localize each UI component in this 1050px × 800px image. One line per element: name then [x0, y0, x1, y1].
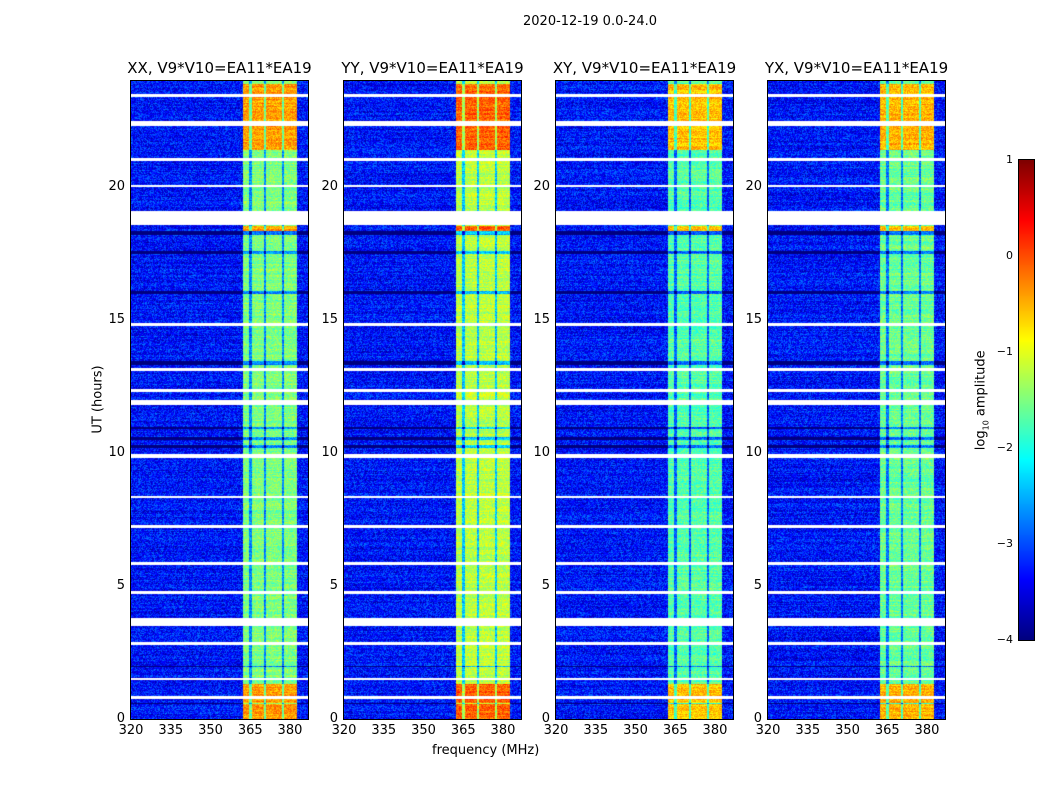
x-tick-label: 335 [158, 723, 184, 738]
x-tick-label: 350 [411, 723, 436, 738]
colorbar-tick-label: −3 [996, 537, 1013, 550]
x-axis-label: frequency (MHz) [432, 743, 540, 758]
colorbar-tick-label: −4 [996, 633, 1013, 646]
heatmap-cells [556, 81, 733, 719]
y-tick-label: 0 [753, 711, 762, 726]
colorbar-tick-label: 0 [1006, 249, 1013, 262]
y-tick-label: 0 [329, 711, 338, 726]
y-tick-label: 10 [108, 445, 125, 461]
x-tick-label: 365 [874, 723, 900, 738]
y-tick-label: 0 [541, 711, 550, 726]
x-tick-label: 320 [543, 723, 569, 738]
y-tick-label: 5 [116, 578, 125, 594]
colorbar-gradient [1019, 160, 1034, 640]
y-tick-label: 20 [533, 179, 550, 195]
panel-title: YX, V9*V10=EA11*EA19 [764, 59, 949, 77]
x-tick-label: 335 [583, 723, 609, 738]
y-tick-label: 0 [116, 711, 125, 726]
x-tick-label: 350 [835, 723, 860, 738]
panel-title: XY, V9*V10=EA11*EA19 [552, 59, 737, 77]
colorbar [1018, 159, 1035, 641]
y-axis-label: UT (hours) [90, 365, 106, 434]
y-tick-label: 5 [541, 578, 550, 594]
x-tick-label: 350 [623, 723, 648, 738]
x-tick-label: 335 [371, 723, 397, 738]
y-tick-label: 20 [745, 179, 762, 195]
y-tick-label: 10 [533, 445, 550, 461]
colorbar-tick-label: 1 [1006, 153, 1013, 166]
heatmap-panel [130, 80, 309, 720]
x-tick-label: 350 [198, 723, 223, 738]
y-tick-label: 20 [321, 179, 338, 195]
colorbar-label: log10 amplitude [973, 350, 991, 451]
y-tick-label: 10 [745, 445, 762, 461]
panel-title: XX, V9*V10=EA11*EA19 [127, 59, 312, 77]
heatmap-cells [131, 81, 308, 719]
x-tick-label: 320 [118, 723, 144, 738]
y-tick-label: 15 [745, 312, 762, 328]
heatmap-panel [343, 80, 522, 720]
x-tick-label: 320 [755, 723, 781, 738]
x-tick-label: 365 [237, 723, 263, 738]
y-tick-label: 20 [108, 179, 125, 195]
heatmap-cells [768, 81, 945, 719]
y-tick-label: 5 [329, 578, 338, 594]
y-tick-label: 5 [753, 578, 762, 594]
heatmap-panel [767, 80, 946, 720]
y-tick-label: 15 [321, 312, 338, 328]
x-tick-label: 365 [450, 723, 476, 738]
heatmap-panel [555, 80, 734, 720]
y-tick-label: 15 [108, 312, 125, 328]
x-tick-label: 380 [490, 723, 516, 738]
x-tick-label: 380 [277, 723, 303, 738]
colorbar-tick-label: −2 [996, 441, 1013, 454]
figure-title: 2020-12-19 0.0-24.0 [523, 14, 657, 29]
y-tick-label: 15 [533, 312, 550, 328]
x-tick-label: 380 [914, 723, 940, 738]
x-tick-label: 365 [662, 723, 688, 738]
heatmap-cells [344, 81, 521, 719]
panel-title: YY, V9*V10=EA11*EA19 [341, 59, 524, 77]
y-tick-label: 10 [321, 445, 338, 461]
x-tick-label: 335 [795, 723, 821, 738]
x-tick-label: 380 [702, 723, 728, 738]
x-tick-label: 320 [331, 723, 357, 738]
colorbar-tick-label: −1 [996, 345, 1013, 358]
